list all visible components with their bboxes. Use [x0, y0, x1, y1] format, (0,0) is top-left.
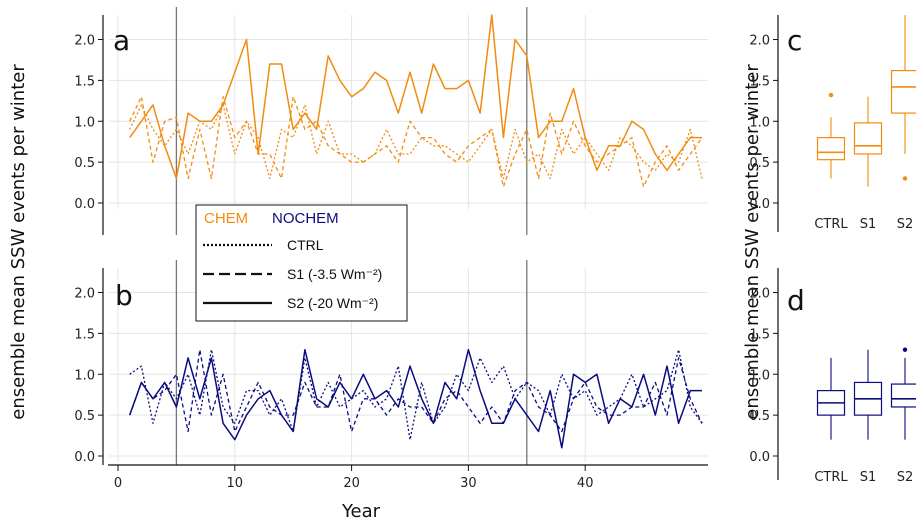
panel-a: 0.0 0.5 1.0 1.5 2.0 — [74, 7, 708, 235]
x-axis-label: Year — [341, 501, 381, 522]
box-d-s2: S2 — [890, 347, 916, 485]
panel-letter-a: a — [113, 24, 130, 57]
box-d-ctrl: CTRL — [814, 357, 848, 485]
legend-chem-label: CHEM — [204, 210, 248, 227]
series-line-a-s2 — [129, 14, 702, 180]
y-tick-label: 2.0 — [749, 34, 770, 49]
box-iqr — [890, 69, 916, 114]
y-tick-label: 0.5 — [74, 156, 95, 171]
series-line-b-ctrl — [129, 349, 703, 441]
legend: CHEM NOCHEM CTRL S1 (-3.5 Wm⁻²) S2 (-20 … — [195, 204, 408, 322]
legend-nochem-label: NOCHEM — [272, 210, 339, 227]
y-tick-label: 1.0 — [74, 368, 95, 383]
x-tick-label: 0 — [114, 476, 122, 491]
x-tick-label: 30 — [460, 476, 477, 491]
series-line-a-s1 — [129, 96, 703, 188]
x-tick-label: 10 — [227, 476, 244, 491]
panel-c: 0.0 0.5 1.0 1.5 2.0 CTRL S1 S2 — [749, 15, 916, 232]
legend-s1-label: S1 (-3.5 Wm⁻²) — [287, 266, 382, 282]
box-c-s1: S1 — [853, 96, 883, 232]
box-outlier — [902, 347, 908, 352]
box-c-s2: S2 — [890, 15, 916, 232]
box-category-label: S1 — [860, 470, 877, 485]
y-tick-label: 2.0 — [749, 287, 770, 302]
legend-box — [195, 204, 408, 322]
panel-letter-c: c — [787, 24, 802, 57]
y-tick-label: 0.0 — [749, 197, 770, 212]
y-tick-label: 1.0 — [749, 115, 770, 130]
y-tick-label: 1.5 — [74, 74, 95, 89]
box-d-s1: S1 — [853, 349, 883, 485]
y-tick-label: 1.5 — [749, 327, 770, 342]
series-line-b-s2 — [128, 348, 702, 449]
panel-d: 0.0 0.5 1.0 1.5 2.0 CTRL S1 S2 — [749, 268, 916, 485]
legend-s2-label: S2 (-20 Wm⁻²) — [287, 295, 378, 311]
right-y-axis-label: ensemble mean SSW events per winter — [742, 64, 763, 420]
y-tick-label: 2.0 — [74, 34, 95, 49]
box-category-label: CTRL — [814, 470, 848, 485]
y-tick-label: 1.0 — [749, 368, 770, 383]
box-category-label: S1 — [860, 217, 877, 232]
box-iqr — [853, 122, 883, 155]
box-category-label: S2 — [897, 217, 914, 232]
box-category-label: S2 — [897, 470, 914, 485]
box-iqr — [890, 383, 916, 408]
y-tick-label: 1.5 — [749, 74, 770, 89]
box-category-label: CTRL — [814, 217, 848, 232]
panel-b: 0.0 0.5 1.0 1.5 2.0 0 10 20 30 40 — [74, 260, 708, 491]
y-tick-label: 0.5 — [749, 156, 770, 171]
y-tick-label: 0.0 — [74, 450, 95, 465]
plot-layer: 0.00.51.01.52.00.00.51.01.52.00 10 20 30 400… — [74, 7, 916, 491]
y-tick-label: 1.0 — [74, 115, 95, 130]
legend-ctrl-label: CTRL — [287, 237, 324, 253]
panel-letter-b: b — [115, 279, 133, 312]
y-tick-label: 0.5 — [74, 409, 95, 424]
x-tick-label: 40 — [577, 476, 594, 491]
box-outlier — [902, 176, 908, 181]
series-line-b-s1 — [129, 349, 703, 433]
panel-letter-d: d — [787, 284, 805, 317]
box-outlier — [828, 92, 834, 98]
x-tick-label: 20 — [343, 476, 360, 491]
y-tick-label: 2.0 — [74, 287, 95, 302]
box-c-ctrl: CTRL — [814, 92, 848, 232]
left-y-axis-label: ensemble mean SSW events per winter — [8, 64, 29, 420]
y-tick-label: 1.5 — [74, 327, 95, 342]
series-line-a-ctrl — [129, 104, 703, 180]
y-tick-label: 0.0 — [74, 197, 95, 212]
y-tick-label: 0.5 — [749, 409, 770, 424]
box-iqr — [816, 137, 846, 161]
y-tick-label: 0.0 — [749, 450, 770, 465]
